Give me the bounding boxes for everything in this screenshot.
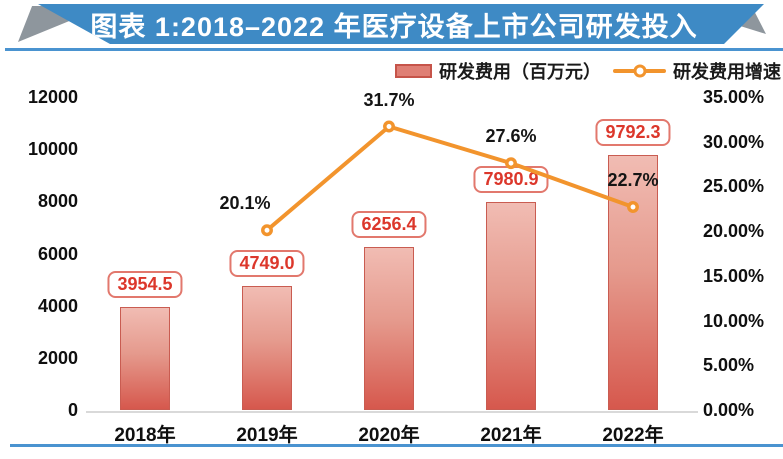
y-axis-tick-right: 35.00% — [703, 87, 765, 107]
bar-value-label: 3954.5 — [107, 270, 183, 298]
line-series-marker-icon — [613, 64, 666, 78]
header-divider — [5, 48, 783, 51]
line-marker-dot-icon — [633, 64, 646, 78]
bar-value-label: 9792.3 — [595, 118, 671, 146]
x-axis-label: 2018年 — [114, 425, 176, 446]
bar-series-swatch-icon — [395, 64, 432, 78]
y-axis-tick-right: 0.00% — [703, 400, 755, 420]
page-title: 图表 1:2018–2022 年医疗设备上市公司研发投入 — [90, 11, 698, 42]
growth-value-label: 31.7% — [363, 89, 415, 110]
y-axis-tick-left: 8000 — [37, 191, 78, 212]
bar-value-label: 4749.0 — [229, 250, 305, 278]
y-axis-tick-right: 10.00% — [703, 310, 765, 331]
y-axis-tick-right: 30.00% — [703, 131, 765, 152]
line-marker-icon — [261, 224, 273, 237]
y-axis-tick-left: 2000 — [37, 347, 78, 368]
y-axis-tick-left: 6000 — [37, 243, 78, 264]
x-axis-label: 2022年 — [602, 425, 664, 446]
bar-value-label: 7980.9 — [473, 165, 549, 193]
growth-line — [265, 124, 635, 233]
y-axis-tick-right: 5.00% — [703, 355, 755, 376]
bar — [608, 154, 658, 410]
legend-item-bar-series: 研发费用（百万元） — [395, 58, 601, 84]
x-axis-label: 2019年 — [236, 425, 298, 446]
x-axis-label: 2021年 — [480, 425, 542, 446]
y-axis-tick-right: 15.00% — [703, 265, 765, 286]
growth-value-label: 27.6% — [485, 126, 537, 147]
y-axis-tick-left: 10000 — [27, 139, 78, 160]
growth-value-label: 20.1% — [219, 193, 271, 214]
y-axis-tick-right: 20.00% — [703, 221, 765, 242]
x-axis-label: 2020年 — [358, 425, 420, 446]
growth-value-label: 22.7% — [607, 169, 659, 190]
bar — [120, 306, 170, 410]
x-axis-line — [86, 411, 698, 413]
bar-value-label: 6256.4 — [351, 210, 427, 238]
y-axis-tick-left: 12000 — [27, 87, 78, 107]
bar — [242, 286, 292, 410]
y-axis-tick-left: 0 — [67, 400, 78, 420]
y-axis-tick-right: 25.00% — [703, 176, 765, 197]
bar — [486, 201, 536, 410]
title-banner: 图表 1:2018–2022 年医疗设备上市公司研发投入 — [38, 4, 764, 44]
footer-divider — [10, 444, 783, 447]
legend-line-label: 研发费用增速 — [673, 62, 781, 82]
legend-bar-label: 研发费用（百万元） — [439, 62, 601, 82]
y-axis-tick-left: 4000 — [37, 295, 78, 316]
chart-legend: 研发费用（百万元） 研发费用增速 — [395, 58, 781, 84]
line-marker-icon — [383, 120, 395, 133]
bar — [364, 246, 414, 410]
legend-item-line-series: 研发费用增速 — [613, 58, 781, 84]
